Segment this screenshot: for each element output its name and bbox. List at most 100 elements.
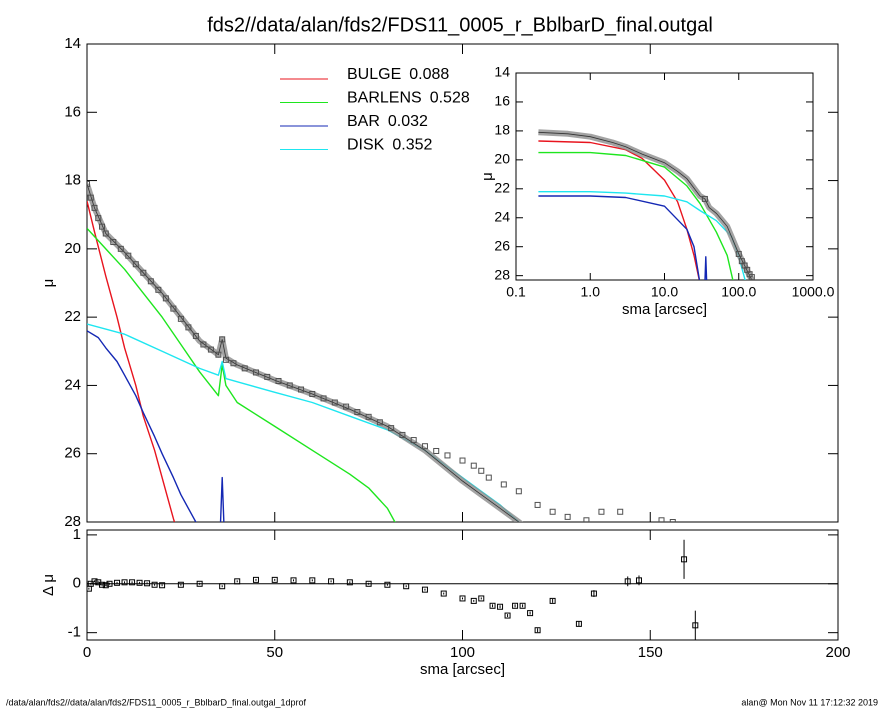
data-point	[117, 245, 124, 252]
legend-label: BULGE 0.088	[347, 66, 449, 83]
legend-name: BULGE	[347, 66, 401, 83]
plot-area	[538, 129, 755, 280]
data-point	[534, 501, 541, 508]
y-tick-label: 20	[494, 151, 510, 167]
data-point	[459, 457, 466, 464]
y-axis-label: μ	[479, 172, 496, 181]
legend-name: DISK	[347, 137, 385, 154]
y-tick-label: 20	[64, 240, 81, 257]
data-point	[99, 581, 106, 588]
y-tick-label: 28	[494, 266, 510, 282]
model-line	[538, 195, 708, 280]
legend-name: BAR	[347, 113, 380, 130]
data-point	[534, 627, 541, 634]
data-point	[681, 556, 688, 563]
chart-title: fds2//data/alan/fds2/FDS11_0005_r_Bblbar…	[207, 14, 713, 36]
data-point	[102, 582, 109, 589]
data-point	[410, 437, 417, 444]
data-point	[114, 579, 121, 586]
data-point	[421, 586, 428, 593]
x-tick-label: 0	[83, 644, 91, 661]
data-point	[564, 513, 571, 520]
data-point	[590, 590, 597, 597]
data-point	[177, 581, 184, 588]
data-point	[125, 252, 132, 259]
data-point	[99, 223, 106, 230]
x-tick-label: 150	[638, 644, 663, 661]
data-point	[470, 462, 477, 469]
data-point	[286, 382, 293, 389]
data-point	[399, 431, 406, 438]
plot-frame	[86, 529, 839, 641]
legend-fraction: 0.088	[409, 66, 449, 83]
data-point	[583, 517, 590, 522]
data-point	[433, 447, 440, 454]
legend-label: DISK 0.352	[347, 137, 432, 154]
data-point	[290, 577, 297, 584]
data-point	[159, 582, 166, 589]
data-point	[234, 578, 241, 585]
model-band	[538, 129, 755, 280]
footer-left: /data/alan/fds2//data/alan/fds2/FDS11_00…	[6, 697, 307, 707]
data-point	[200, 341, 207, 348]
legend-label: BAR 0.032	[347, 113, 428, 130]
data-point	[421, 443, 428, 450]
x-tick-label: 0.1	[506, 284, 526, 300]
data-point	[575, 620, 582, 627]
data-point	[91, 578, 98, 585]
data-point	[110, 239, 117, 246]
y-tick-label: 28	[64, 513, 81, 530]
model-line	[87, 330, 225, 522]
data-point	[346, 579, 353, 586]
data-point	[658, 517, 665, 522]
y-axis-label: μ	[40, 279, 57, 288]
data-point	[527, 610, 534, 617]
data-point	[478, 595, 485, 602]
data-point	[140, 269, 147, 276]
data-point	[500, 481, 507, 488]
y-tick-label: 24	[64, 376, 81, 393]
data-point	[309, 390, 316, 397]
data-point	[485, 474, 492, 481]
y-tick-label: 16	[494, 93, 510, 109]
data-point	[459, 595, 466, 602]
y-tick-label: 26	[64, 445, 81, 462]
plot-area	[87, 180, 676, 522]
data-point	[403, 583, 410, 590]
x-tick-label: 10.0	[651, 284, 678, 300]
data-point	[748, 274, 755, 280]
data-point	[170, 305, 177, 312]
data-point	[151, 581, 158, 588]
data-point	[252, 369, 259, 376]
data-point	[365, 413, 372, 420]
data-point	[196, 580, 203, 587]
x-tick-label: 100.0	[721, 284, 756, 300]
data-point	[87, 180, 90, 187]
data-point	[222, 356, 229, 363]
data-point	[489, 602, 496, 609]
y-tick-label: 18	[64, 172, 81, 189]
data-point	[735, 250, 742, 257]
x-tick-label: 50	[266, 644, 283, 661]
data-point	[219, 583, 226, 590]
data-point	[635, 577, 642, 584]
x-tick-label: 200	[825, 644, 850, 661]
data-point	[388, 425, 395, 432]
data-point	[617, 508, 624, 515]
data-point	[669, 519, 676, 522]
data-point	[207, 346, 214, 353]
data-point	[512, 602, 519, 609]
data-point	[320, 395, 327, 402]
data-point	[624, 578, 631, 585]
plot-area	[87, 539, 699, 640]
data-point	[549, 597, 556, 604]
data-point	[504, 612, 511, 619]
y-tick-label: 1	[73, 526, 81, 543]
data-point	[132, 261, 139, 268]
data-point	[144, 580, 151, 587]
data-point	[177, 315, 184, 322]
data-point	[106, 580, 113, 587]
model-line	[87, 227, 396, 522]
model-band	[87, 183, 524, 522]
data-point	[136, 579, 143, 586]
